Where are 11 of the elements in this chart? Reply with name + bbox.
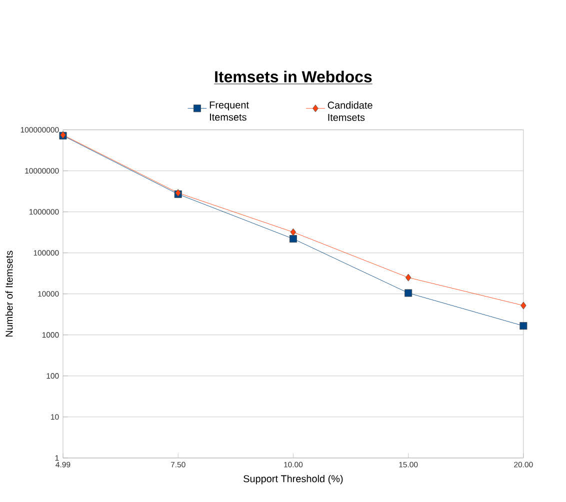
y-axis-title: Number of Itemsets [5,250,13,337]
legend-label: Candidate Itemsets [328,101,372,121]
legend-label: Frequent Itemsets [210,101,249,121]
point [290,228,296,236]
point [520,302,526,310]
point [520,322,528,330]
chart-title: Itemsets in Webdocs [215,70,372,82]
point [289,235,297,243]
point [404,289,412,297]
x-axis-title: Support Threshold (%) [244,474,343,484]
point [405,274,412,282]
